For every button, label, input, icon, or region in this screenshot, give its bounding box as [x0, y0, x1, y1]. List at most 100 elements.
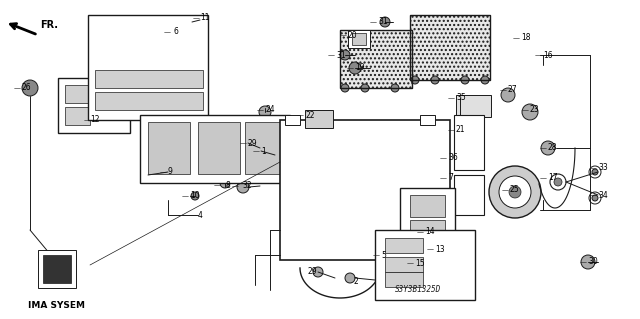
- Bar: [385, 272, 423, 287]
- Text: IMA SYSEM: IMA SYSEM: [29, 301, 86, 310]
- Text: 26: 26: [22, 84, 31, 93]
- Text: S3Y3B1325D: S3Y3B1325D: [395, 285, 441, 294]
- Text: 32: 32: [242, 182, 252, 190]
- Text: 23: 23: [530, 106, 540, 115]
- Text: 12: 12: [90, 115, 99, 124]
- Text: 31: 31: [336, 50, 346, 60]
- Text: 6: 6: [174, 27, 179, 36]
- Bar: [198, 122, 240, 174]
- Circle shape: [95, 20, 135, 60]
- Text: 22: 22: [305, 110, 314, 120]
- Text: 5: 5: [381, 250, 386, 259]
- Bar: [95, 70, 203, 88]
- Circle shape: [237, 181, 249, 193]
- Text: 36: 36: [448, 153, 458, 162]
- Bar: [410, 15, 490, 80]
- Text: 2: 2: [354, 277, 359, 286]
- Text: 29: 29: [248, 138, 258, 147]
- Bar: [385, 257, 423, 272]
- Text: 31: 31: [378, 18, 388, 26]
- Bar: [245, 122, 283, 174]
- Circle shape: [243, 138, 253, 148]
- Circle shape: [592, 169, 598, 175]
- Text: 35: 35: [456, 93, 466, 102]
- Bar: [323, 192, 351, 220]
- Text: 29: 29: [308, 268, 317, 277]
- Bar: [385, 192, 413, 220]
- Circle shape: [69, 108, 85, 124]
- Text: 17: 17: [548, 174, 557, 182]
- Text: 16: 16: [543, 50, 552, 60]
- Text: 11: 11: [200, 13, 209, 23]
- Text: 14: 14: [425, 227, 435, 236]
- Bar: [280, 120, 450, 260]
- Text: 25: 25: [510, 186, 520, 195]
- Text: 1: 1: [261, 146, 266, 155]
- Circle shape: [69, 86, 85, 102]
- Bar: [140, 115, 290, 183]
- Circle shape: [380, 17, 390, 27]
- Bar: [354, 132, 382, 160]
- Text: 10: 10: [190, 191, 200, 201]
- Bar: [65, 107, 90, 125]
- Bar: [323, 222, 351, 250]
- Text: 20: 20: [348, 31, 358, 40]
- Circle shape: [522, 104, 538, 120]
- Text: 9: 9: [168, 167, 173, 176]
- Text: 28: 28: [548, 144, 557, 152]
- Bar: [58, 78, 130, 133]
- Bar: [416, 162, 444, 190]
- Text: 34: 34: [598, 190, 608, 199]
- Circle shape: [256, 146, 266, 156]
- Text: 30: 30: [588, 257, 598, 266]
- Bar: [323, 162, 351, 190]
- Text: 7: 7: [448, 174, 453, 182]
- Circle shape: [340, 50, 350, 60]
- Circle shape: [589, 166, 601, 178]
- Bar: [285, 115, 300, 125]
- Bar: [456, 95, 491, 117]
- Circle shape: [541, 141, 555, 155]
- Circle shape: [554, 178, 562, 186]
- Bar: [454, 175, 484, 215]
- Bar: [420, 115, 435, 125]
- Bar: [323, 132, 351, 160]
- Circle shape: [581, 255, 595, 269]
- Bar: [416, 222, 444, 250]
- Circle shape: [345, 273, 355, 283]
- Bar: [416, 192, 444, 220]
- Circle shape: [313, 267, 323, 277]
- Circle shape: [489, 166, 541, 218]
- Text: 33: 33: [598, 164, 608, 173]
- Circle shape: [341, 84, 349, 92]
- Text: 8: 8: [225, 181, 230, 189]
- Bar: [305, 110, 333, 128]
- Bar: [410, 195, 445, 217]
- Bar: [354, 192, 382, 220]
- Bar: [148, 122, 190, 174]
- Bar: [354, 162, 382, 190]
- Bar: [416, 132, 444, 160]
- Bar: [38, 250, 76, 288]
- Bar: [385, 162, 413, 190]
- Circle shape: [191, 192, 199, 200]
- Bar: [43, 255, 71, 283]
- Bar: [354, 222, 382, 250]
- Circle shape: [220, 178, 230, 188]
- Bar: [340, 30, 412, 88]
- Circle shape: [411, 76, 419, 84]
- Circle shape: [431, 76, 439, 84]
- Text: FR.: FR.: [40, 20, 58, 30]
- Circle shape: [105, 30, 125, 50]
- Circle shape: [481, 76, 489, 84]
- Bar: [352, 33, 366, 45]
- Circle shape: [501, 88, 515, 102]
- Bar: [385, 222, 413, 250]
- Bar: [385, 238, 423, 253]
- Circle shape: [259, 106, 271, 118]
- Bar: [410, 220, 445, 242]
- Circle shape: [461, 76, 469, 84]
- Circle shape: [589, 192, 601, 204]
- Text: 18: 18: [521, 33, 531, 42]
- Bar: [292, 162, 320, 190]
